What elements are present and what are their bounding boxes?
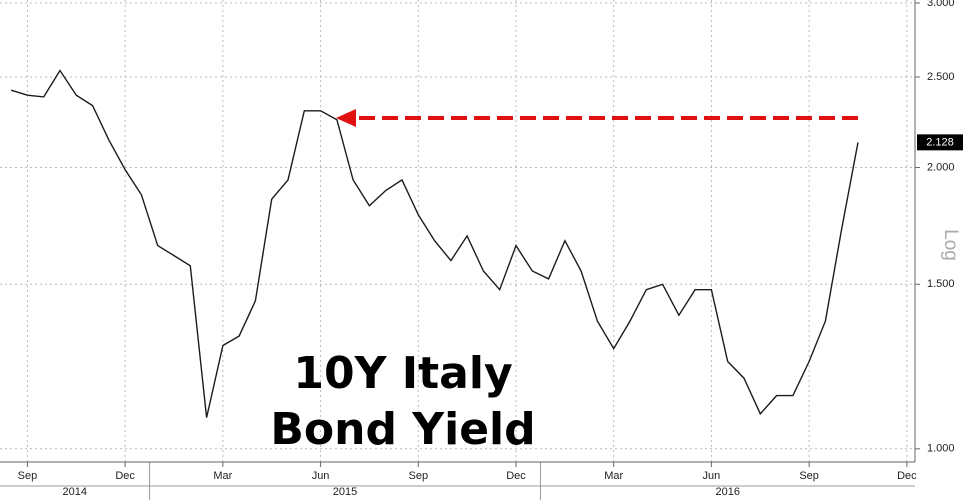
x-tick-label: Jun bbox=[703, 470, 721, 482]
x-tick-label: Dec bbox=[897, 470, 917, 482]
last-value-tag bbox=[917, 134, 963, 151]
x-tick-label: Dec bbox=[115, 470, 135, 482]
x-tick-label: Sep bbox=[799, 470, 819, 482]
x-tick-label: Mar bbox=[213, 470, 232, 482]
annotation: Bond Yield bbox=[270, 404, 535, 455]
x-tick-label: Dec bbox=[506, 470, 526, 482]
x-tick-label: Sep bbox=[18, 470, 38, 482]
y-tick-label: 1.500 bbox=[927, 278, 955, 290]
year-label: 2014 bbox=[63, 486, 87, 498]
y-tick-label: 1.000 bbox=[927, 443, 955, 455]
x-tick-label: Sep bbox=[408, 470, 428, 482]
year-label: 2016 bbox=[715, 486, 739, 498]
y-tick-label: 3.000 bbox=[927, 0, 955, 9]
year-label: 2015 bbox=[333, 486, 357, 498]
y-axis-label: Log bbox=[940, 229, 961, 261]
line bbox=[10, 69, 859, 418]
last-value-label: 2.128 bbox=[926, 136, 954, 148]
x-tick-label: Jun bbox=[312, 470, 330, 482]
y-tick-label: 2.000 bbox=[927, 161, 955, 173]
arrow bbox=[336, 109, 858, 127]
annotation: 10Y Italy bbox=[293, 348, 512, 399]
y-tick-label: 2.500 bbox=[927, 71, 955, 83]
x-tick-label: Mar bbox=[604, 470, 623, 482]
series: 2.128 bbox=[10, 69, 963, 418]
